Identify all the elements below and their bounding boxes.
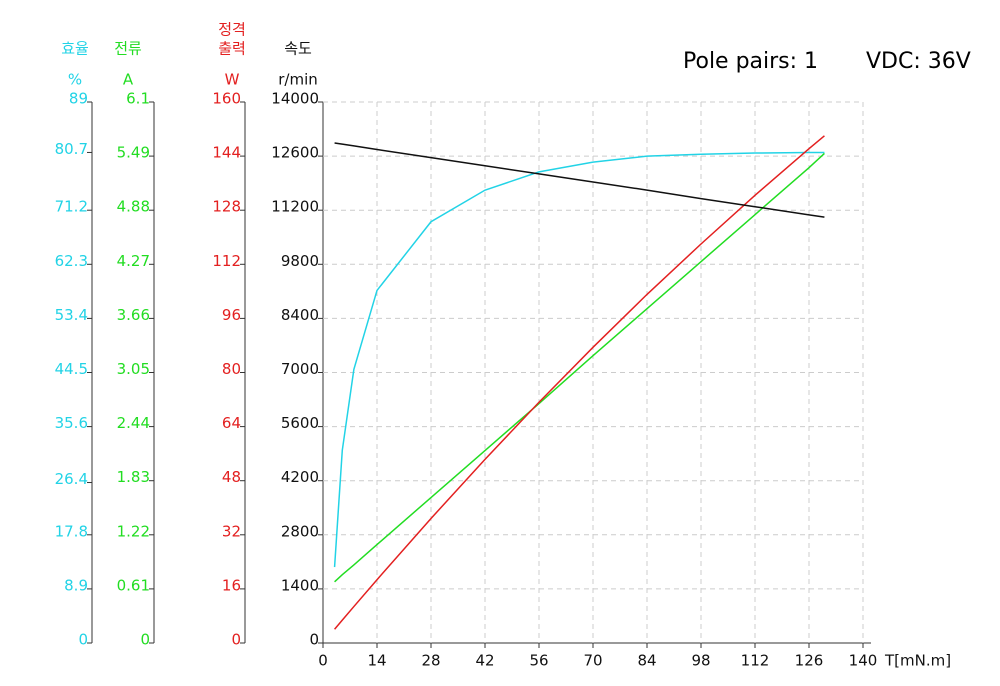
axis-unit: r/min — [278, 71, 318, 89]
axis-title: 정격 — [218, 21, 246, 39]
y-tick-label: 96 — [222, 306, 241, 324]
y-tick-label: 3.05 — [117, 360, 150, 378]
x-tick-label: 98 — [691, 652, 710, 670]
y-tick-label: 14000 — [271, 90, 319, 108]
y-tick-label: 4.88 — [117, 198, 150, 216]
y-tick-label: 112 — [212, 252, 241, 270]
y-tick-label: 9800 — [281, 252, 319, 270]
y-tick-label: 16 — [222, 576, 241, 594]
axis-unit: A — [123, 71, 134, 89]
y-tick-label: 4.27 — [117, 252, 150, 270]
y-tick-label: 8.9 — [64, 576, 88, 594]
y-tick-label: 7000 — [281, 360, 319, 378]
y-tick-label: 5600 — [281, 414, 319, 432]
axis-title: 출력 — [218, 40, 246, 58]
y-tick-label: 26.4 — [55, 470, 88, 488]
x-tick-label: 28 — [421, 652, 440, 670]
x-tick-label: 112 — [741, 652, 770, 670]
y-tick-label: 1.22 — [117, 522, 150, 540]
y-tick-label: 11200 — [271, 198, 319, 216]
x-tick-label: 140 — [849, 652, 878, 670]
y-tick-label: 0 — [140, 631, 150, 649]
y-tick-label: 0 — [309, 631, 319, 649]
y-tick-label: 4200 — [281, 468, 319, 486]
y-tick-label: 2.44 — [117, 414, 150, 432]
x-tick-label: 70 — [583, 652, 602, 670]
y-tick-label: 0.61 — [117, 576, 150, 594]
y-tick-label: 64 — [222, 414, 241, 432]
series-line — [334, 142, 825, 218]
y-tick-label: 71.2 — [55, 198, 88, 216]
axis-unit: W — [225, 71, 240, 89]
y-tick-label: 17.8 — [55, 522, 88, 540]
y-tick-label: 1.83 — [117, 468, 150, 486]
annotation: VDC: 36V — [866, 49, 971, 74]
y-tick-label: 32 — [222, 522, 241, 540]
series-line — [333, 135, 825, 630]
y-tick-label: 2800 — [281, 522, 319, 540]
y-tick-label: 80 — [222, 360, 241, 378]
x-tick-label: 0 — [318, 652, 328, 670]
axis-title: 속도 — [284, 40, 312, 58]
y-tick-label: 0 — [231, 631, 241, 649]
y-tick-label: 144 — [212, 144, 241, 162]
x-axis-label: T[mN.m] — [884, 652, 951, 670]
y-tick-label: 44.5 — [55, 360, 88, 378]
series-line — [333, 151, 825, 568]
y-tick-label: 89 — [69, 90, 88, 108]
y-tick-label: 80.7 — [55, 140, 88, 158]
y-tick-label: 160 — [212, 90, 241, 108]
y-tick-label: 53.4 — [55, 306, 88, 324]
series-line — [334, 152, 825, 583]
y-tick-label: 48 — [222, 468, 241, 486]
y-tick-label: 1400 — [281, 576, 319, 594]
x-tick-label: 84 — [637, 652, 656, 670]
y-tick-label: 5.49 — [117, 144, 150, 162]
x-tick-label: 14 — [367, 652, 386, 670]
y-tick-label: 12600 — [271, 144, 319, 162]
y-tick-label: 0 — [78, 631, 88, 649]
y-tick-label: 8400 — [281, 306, 319, 324]
y-tick-label: 128 — [212, 198, 241, 216]
axis-unit: % — [68, 71, 82, 89]
annotation: Pole pairs: 1 — [683, 49, 818, 74]
y-tick-label: 62.3 — [55, 252, 88, 270]
x-tick-label: 42 — [475, 652, 494, 670]
x-tick-label: 126 — [795, 652, 824, 670]
y-tick-label: 6.1 — [126, 90, 150, 108]
x-tick-label: 56 — [529, 652, 548, 670]
y-tick-label: 35.6 — [55, 414, 88, 432]
axis-title: 전류 — [114, 40, 142, 58]
y-tick-label: 3.66 — [117, 306, 150, 324]
axis-title: 효율 — [61, 40, 89, 58]
